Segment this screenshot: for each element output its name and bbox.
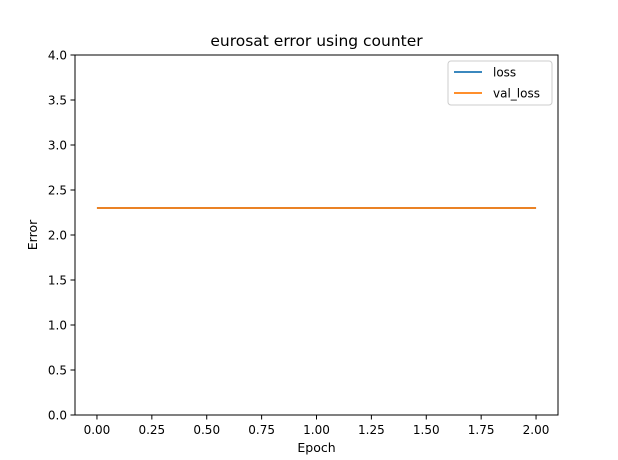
x-axis: 0.00 0.25 0.50 0.75 1.00 1.25 1.50 1.75 2.00 bbox=[84, 415, 550, 437]
x-tick-label: 0.25 bbox=[138, 423, 165, 437]
y-axis: 0.0 0.5 1.0 1.5 2.0 2.5 3.0 3.5 4.0 bbox=[48, 48, 75, 422]
x-tick-label: 0.50 bbox=[193, 423, 220, 437]
x-tick-label: 1.25 bbox=[358, 423, 385, 437]
y-tick-label: 3.5 bbox=[48, 93, 67, 107]
y-tick-label: 3.0 bbox=[48, 138, 67, 152]
x-tick-label: 1.50 bbox=[413, 423, 440, 437]
x-tick-label: 2.00 bbox=[523, 423, 550, 437]
y-tick-label: 1.0 bbox=[48, 318, 67, 332]
x-axis-label: Epoch bbox=[297, 440, 335, 455]
y-tick-label: 2.0 bbox=[48, 228, 67, 242]
legend-label-val-loss: val_loss bbox=[493, 86, 540, 100]
x-tick-label: 0.00 bbox=[84, 423, 111, 437]
y-tick-label: 4.0 bbox=[48, 48, 67, 62]
legend: loss val_loss bbox=[447, 60, 553, 106]
x-tick-label: 0.75 bbox=[248, 423, 275, 437]
x-tick-label: 1.75 bbox=[468, 423, 495, 437]
y-tick-label: 2.5 bbox=[48, 183, 67, 197]
y-axis-label: Error bbox=[25, 219, 40, 250]
plot-area bbox=[75, 55, 558, 415]
y-tick-label: 0.5 bbox=[48, 363, 67, 377]
legend-label-loss: loss bbox=[493, 65, 516, 79]
x-tick-label: 1.00 bbox=[303, 423, 330, 437]
y-tick-label: 0.0 bbox=[48, 408, 67, 422]
y-tick-label: 1.5 bbox=[48, 273, 67, 287]
chart-title: eurosat error using counter bbox=[210, 32, 423, 50]
